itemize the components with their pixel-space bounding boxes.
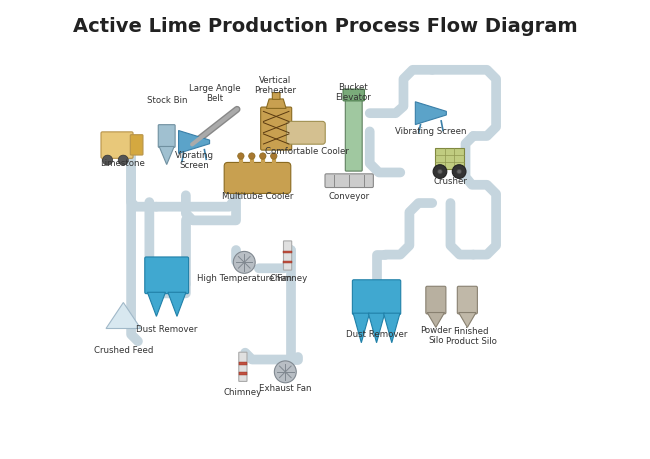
Text: Stock Bin: Stock Bin	[148, 96, 188, 106]
FancyBboxPatch shape	[283, 261, 292, 263]
FancyBboxPatch shape	[158, 125, 175, 147]
FancyBboxPatch shape	[352, 280, 401, 314]
Text: Vibrating Screen: Vibrating Screen	[395, 127, 467, 136]
FancyBboxPatch shape	[435, 148, 464, 169]
Text: Powder
Silo: Powder Silo	[420, 325, 452, 345]
Polygon shape	[427, 313, 445, 327]
FancyBboxPatch shape	[343, 89, 365, 101]
Polygon shape	[369, 313, 385, 343]
Circle shape	[259, 153, 266, 159]
Circle shape	[452, 165, 466, 179]
Polygon shape	[106, 302, 140, 329]
Text: Finished
Product Silo: Finished Product Silo	[445, 327, 497, 347]
Circle shape	[233, 252, 255, 273]
Text: Conveyor: Conveyor	[329, 192, 370, 201]
FancyBboxPatch shape	[345, 96, 362, 171]
Polygon shape	[159, 146, 174, 164]
Text: Large Angle
Belt: Large Angle Belt	[188, 84, 240, 103]
Circle shape	[238, 153, 244, 159]
FancyBboxPatch shape	[130, 134, 143, 155]
Circle shape	[249, 153, 255, 159]
Text: Chimney: Chimney	[270, 274, 308, 283]
FancyBboxPatch shape	[224, 162, 291, 193]
FancyBboxPatch shape	[426, 286, 446, 314]
FancyBboxPatch shape	[325, 174, 373, 188]
FancyBboxPatch shape	[101, 132, 133, 158]
Polygon shape	[353, 313, 370, 343]
FancyBboxPatch shape	[458, 286, 477, 314]
FancyBboxPatch shape	[239, 372, 247, 375]
FancyBboxPatch shape	[283, 251, 292, 253]
Text: Exhaust Fan: Exhaust Fan	[259, 384, 311, 393]
Polygon shape	[266, 99, 286, 108]
Polygon shape	[415, 102, 447, 124]
Text: Multitube Cooler: Multitube Cooler	[222, 192, 293, 201]
Circle shape	[118, 155, 128, 165]
Text: High Temperature Fan: High Temperature Fan	[197, 274, 292, 283]
Text: Bucket
Elevator: Bucket Elevator	[335, 83, 371, 102]
Polygon shape	[168, 292, 186, 316]
FancyBboxPatch shape	[145, 257, 188, 294]
Polygon shape	[459, 313, 476, 327]
Text: Crusher: Crusher	[434, 177, 467, 185]
FancyBboxPatch shape	[272, 93, 280, 100]
FancyBboxPatch shape	[261, 107, 292, 150]
Text: Limestone: Limestone	[100, 159, 145, 168]
FancyBboxPatch shape	[283, 241, 292, 270]
Text: Active Lime Production Process Flow Diagram: Active Lime Production Process Flow Diag…	[73, 17, 577, 36]
Text: Dust Remover: Dust Remover	[346, 330, 408, 339]
Circle shape	[274, 361, 296, 383]
Circle shape	[433, 165, 447, 179]
Polygon shape	[179, 130, 209, 153]
Polygon shape	[384, 313, 400, 343]
FancyBboxPatch shape	[287, 121, 325, 144]
Text: Vertical
Preheater: Vertical Preheater	[254, 76, 296, 95]
Text: Dust Remover: Dust Remover	[136, 325, 198, 334]
Circle shape	[457, 169, 462, 174]
Text: Vibrating
Screen: Vibrating Screen	[175, 151, 214, 170]
Polygon shape	[148, 292, 166, 316]
Circle shape	[437, 169, 442, 174]
Text: Comfortable Cooler: Comfortable Cooler	[265, 146, 348, 156]
FancyBboxPatch shape	[239, 362, 247, 364]
FancyBboxPatch shape	[239, 352, 247, 381]
Circle shape	[270, 153, 277, 159]
Circle shape	[103, 155, 112, 165]
Text: Crushed Feed: Crushed Feed	[94, 346, 153, 355]
Text: Chimney: Chimney	[224, 388, 262, 397]
